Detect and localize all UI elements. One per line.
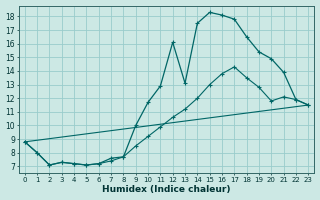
X-axis label: Humidex (Indice chaleur): Humidex (Indice chaleur) xyxy=(102,185,231,194)
